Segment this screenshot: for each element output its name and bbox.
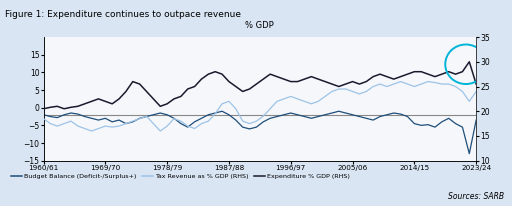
Text: Sources: SARB: Sources: SARB <box>448 192 504 201</box>
Text: % GDP: % GDP <box>245 21 274 30</box>
Text: Figure 1: Expenditure continues to outpace revenue: Figure 1: Expenditure continues to outpa… <box>5 10 241 19</box>
Legend: Budget Balance (Deficit-/Surplus+), Tax Revenue as % GDP (RHS), Expenditure % GD: Budget Balance (Deficit-/Surplus+), Tax … <box>8 171 353 181</box>
